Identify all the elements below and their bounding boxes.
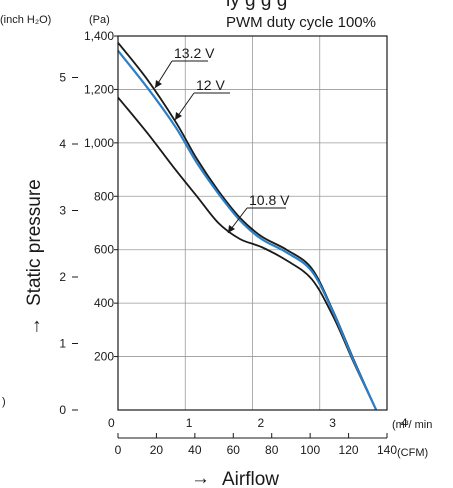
series-label-12-v: 12 V (196, 77, 225, 93)
y-tick-label-inch: 0 (59, 403, 66, 417)
y-tick-label-pa: 1,400 (84, 29, 114, 43)
plot-grid (118, 36, 387, 410)
x-tick-label-m3: 0 (108, 416, 115, 430)
plot-frame (117, 35, 388, 411)
left-clip: ) (2, 396, 6, 408)
y-tick-label-inch: 4 (59, 137, 66, 151)
chart-title: PWM duty cycle 100% (226, 14, 376, 31)
x-tick-label-cfm: 120 (339, 443, 359, 457)
x-tick-label-cfm: 60 (227, 443, 241, 457)
y-tick-label-pa: 200 (94, 350, 114, 364)
series-label-13-2-v: 13.2 V (174, 45, 215, 61)
y-ticks-inch: 0 1 2 3 4 5 (59, 71, 78, 417)
header-clip: ly g g g (226, 0, 287, 11)
series-line-12-v (117, 50, 378, 411)
y-tick-label-pa: 600 (94, 243, 114, 257)
y-axis-arrow: → (24, 317, 45, 336)
x-axis-label: Airflow (222, 469, 279, 488)
series-label-10-8-v: 10.8 V (249, 192, 290, 208)
y-tick-label-pa: 400 (94, 296, 114, 310)
x-tick-label-cfm: 100 (300, 443, 320, 457)
x-tick-label-cfm: 20 (150, 443, 164, 457)
y-tick-label-inch: 5 (59, 71, 66, 85)
label-arrowhead-10-8-v (228, 225, 235, 233)
series-line-10-8-v (117, 96, 378, 411)
y-tick-label-inch: 2 (59, 270, 66, 284)
y-axis-label: Static pressure (24, 179, 45, 306)
x-tick-label-cfm: 80 (265, 443, 279, 457)
x-axis-arrow: → (191, 468, 210, 488)
x-ticks-cfm: 0 20 40 60 80 100 120 140 (115, 433, 397, 457)
x-tick-label-m3: 1 (186, 416, 193, 430)
series-labels: 13.2 V 12 V 10.8 V (154, 45, 290, 234)
y-unit-inch: (inch H₂O) (0, 14, 51, 26)
x-ticks-m3min: 0 1 2 3 4 (108, 409, 408, 430)
y-unit-pa: (Pa) (89, 14, 110, 26)
x-tick-label-m3: 4 (401, 416, 408, 430)
label-arrowhead-12-v (175, 112, 182, 120)
x-unit-m3: (m³/ min (392, 419, 432, 431)
label-arrowhead-13-2-v (155, 80, 162, 88)
x-tick-label-cfm: 140 (377, 443, 397, 457)
y-tick-label-inch: 1 (59, 337, 66, 351)
y-tick-label-pa: 1,000 (84, 136, 114, 150)
y-ticks-pa: 200 400 600 800 1,000 1,200 1,400 (84, 29, 118, 364)
x-tick-label-m3: 2 (257, 416, 264, 430)
x-tick-label-m3: 3 (329, 416, 336, 430)
y-tick-label-pa: 1,200 (84, 82, 114, 96)
y-tick-label-pa: 800 (94, 189, 114, 203)
series-curves (117, 42, 378, 411)
x-tick-label-cfm: 40 (188, 443, 202, 457)
x-tick-label-cfm: 0 (115, 443, 122, 457)
x-unit-cfm: (CFM) (397, 447, 428, 459)
y-tick-label-inch: 3 (59, 204, 66, 218)
